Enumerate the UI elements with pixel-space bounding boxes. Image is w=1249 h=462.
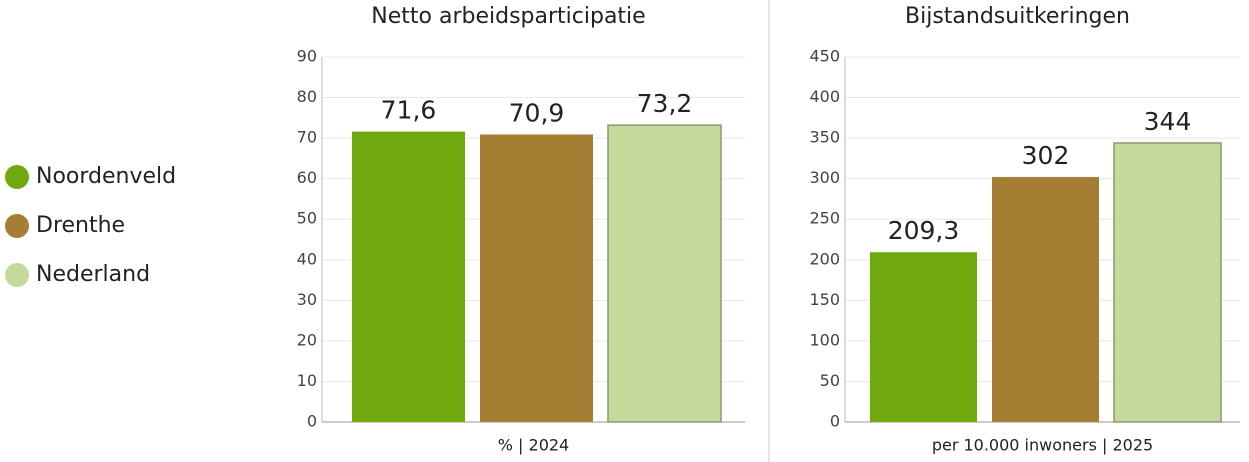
bar [870,252,977,422]
y-tick-label: 40 [297,249,317,268]
chart-title: Netto arbeidsparticipatie [371,4,645,29]
value-label: 209,3 [888,216,960,245]
legend-label: Drenthe [36,213,125,238]
y-tick-label: 100 [809,330,840,349]
y-tick-label: 30 [297,290,317,309]
y-tick-label: 90 [297,47,317,66]
chart-title: Bijstandsuitkeringen [905,4,1130,29]
bar [352,131,465,422]
bar [607,124,722,423]
x-axis-label: % | 2024 [498,436,569,455]
x-axis-label: per 10.000 inwoners | 2025 [932,436,1153,455]
value-label: 302 [1022,141,1070,170]
legend-label: Nederland [36,262,150,287]
y-tick-label: 250 [809,209,840,228]
value-label: 73,2 [637,89,693,118]
y-tick-label: 450 [809,47,840,66]
y-tick-label: 80 [297,87,317,106]
bar [992,177,1099,422]
y-tick-label: 350 [809,128,840,147]
y-tick-label: 200 [809,249,840,268]
legend-swatch [5,214,29,238]
y-tick-label: 400 [809,87,840,106]
y-tick-label: 70 [297,128,317,147]
y-tick-label: 150 [809,290,840,309]
legend-label: Noordenveld [36,164,176,189]
y-tick-label: 50 [297,209,317,228]
y-tick-label: 60 [297,168,317,187]
legend-swatch [5,165,29,189]
bar [480,134,593,422]
legend-swatch [5,263,29,287]
y-tick-label: 300 [809,168,840,187]
y-tick-label: 50 [820,371,840,390]
y-tick-label: 20 [297,330,317,349]
y-tick-label: 0 [830,412,840,431]
value-label: 70,9 [509,98,565,127]
value-label: 71,6 [381,96,437,125]
y-tick-label: 0 [307,412,317,431]
bar [1113,142,1222,423]
value-label: 344 [1144,107,1192,136]
y-tick-label: 10 [297,371,317,390]
